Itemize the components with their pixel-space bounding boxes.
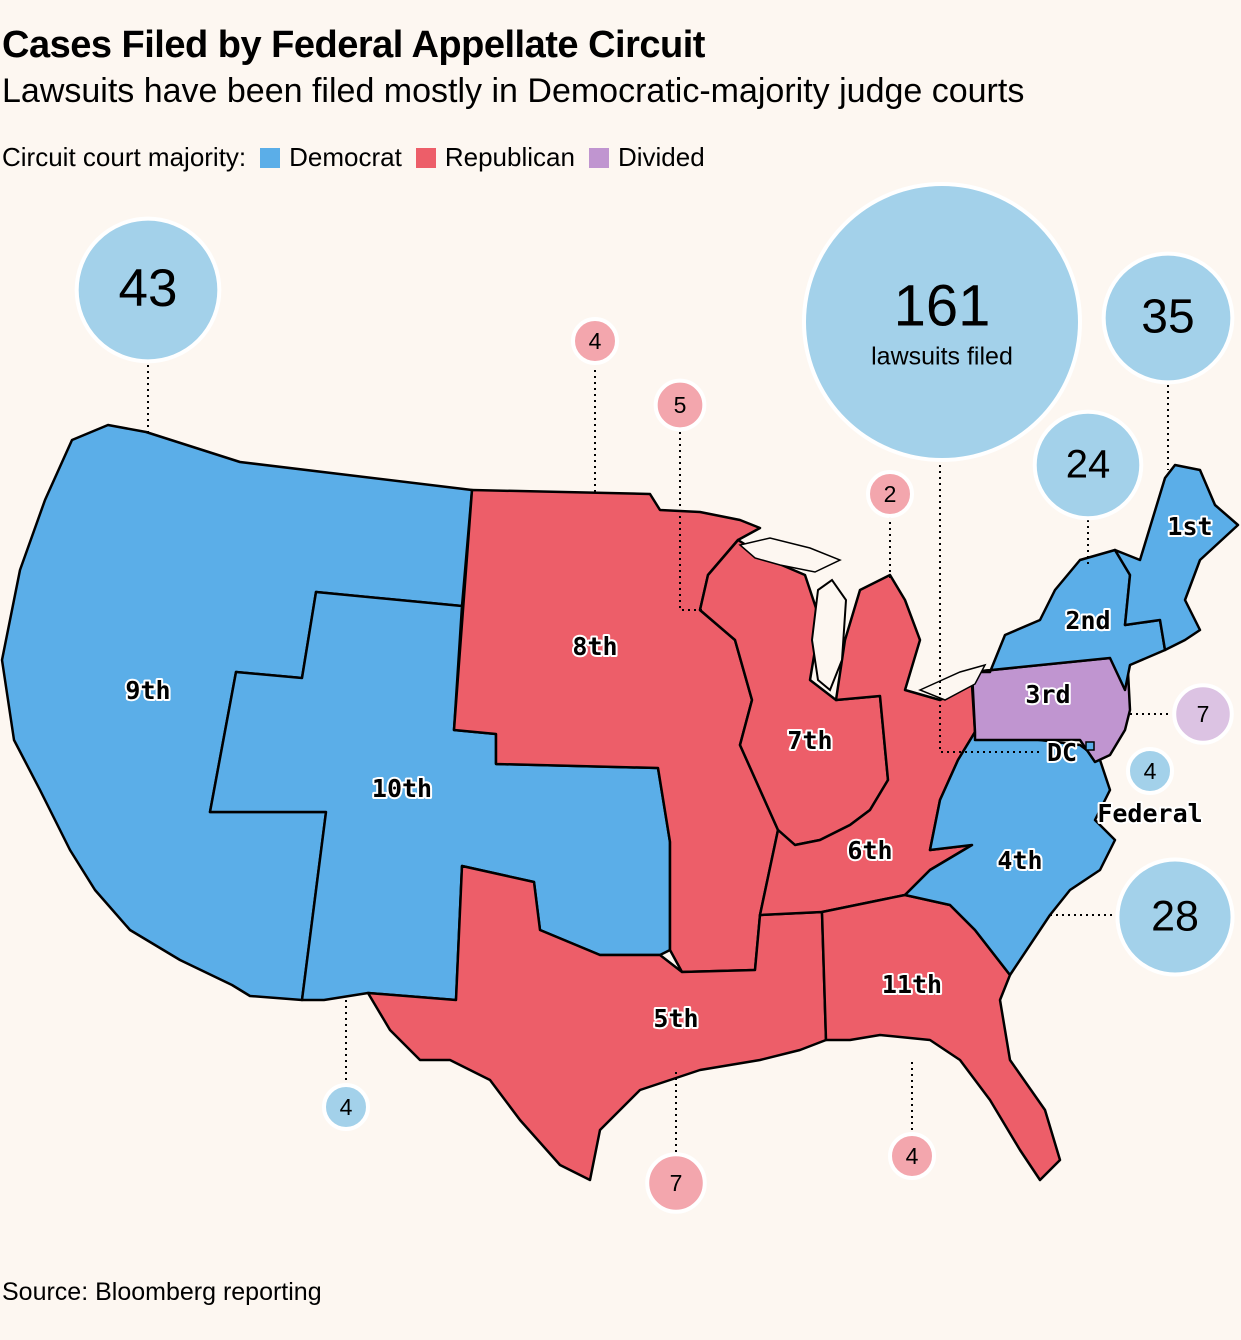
bubble-dc — [802, 182, 1082, 462]
legend-item-label: Republican — [444, 142, 575, 172]
lake-erie — [918, 663, 987, 701]
bubble-9th — [74, 216, 222, 364]
legend-swatch-democrat — [260, 147, 281, 168]
bubble-value-1st: 35 — [1141, 291, 1194, 344]
circuit-label-4th: 4th — [997, 846, 1042, 875]
circuit-label-10th: 10th — [372, 774, 432, 803]
dc-district-marker — [1085, 741, 1095, 751]
circuit-label-9th: 9th — [125, 676, 170, 705]
lake-michigan — [810, 578, 848, 692]
bubble-10th — [322, 1083, 370, 1131]
leader-lines — [147, 365, 1172, 1155]
legend-item-label: Democrat — [289, 142, 402, 172]
bubble-1st — [1101, 251, 1235, 385]
bubble-value-9th: 43 — [119, 259, 178, 318]
bubble-value-4th: 28 — [1151, 892, 1199, 940]
bubble-value-2nd: 24 — [1066, 443, 1111, 487]
legend-label: Circuit court majority: — [2, 142, 247, 172]
legend-item-democrat: Democrat — [260, 142, 402, 173]
legend-swatch-republican — [415, 147, 436, 168]
bubble-8th — [571, 317, 619, 365]
bubble-11th — [888, 1132, 936, 1180]
bubble-3rd — [1172, 683, 1234, 745]
bubble-value-10th: 4 — [340, 1094, 353, 1120]
circuit-label-7th: 7th — [787, 726, 832, 755]
lake-superior — [738, 537, 842, 573]
circuit-label-3rd: 3rd — [1025, 680, 1070, 709]
legend: Circuit court majority: Democrat Republi… — [2, 142, 705, 173]
bubble-value-federal: 4 — [1144, 758, 1157, 784]
bubble-7th — [653, 378, 707, 432]
bubble-value-5th: 7 — [670, 1170, 683, 1196]
circuit-label-5th: 5th — [653, 1004, 698, 1033]
bubble-4th — [1115, 857, 1235, 977]
region-5th — [366, 864, 828, 1182]
bubble-value-dc: 161 — [894, 273, 991, 338]
bubble-5th — [645, 1152, 707, 1214]
bubble-value-6th: 2 — [884, 481, 897, 507]
legend-item-label: Divided — [617, 142, 705, 172]
leader-7th — [679, 432, 703, 611]
legend-item-republican: Republican — [415, 142, 575, 173]
circuit-regions — [0, 423, 1240, 1182]
map-overlay — [738, 537, 1095, 751]
bubble-value-8th: 4 — [589, 328, 602, 354]
circuit-label-federal: Federal — [1097, 799, 1202, 828]
legend-item-divided: Divided — [588, 142, 705, 173]
bubble-federal — [1126, 747, 1174, 795]
region-4th — [903, 730, 1117, 977]
circuit-labels: 1st 2nd 3rd 4th 5th 6th 7th 8th 9th 10th 11th DC Fed… — [123, 510, 1214, 1035]
bubble-value-3rd: 7 — [1197, 701, 1210, 727]
bubble-value-11th: 4 — [906, 1143, 919, 1169]
bubble-caption: lawsuits filed — [871, 343, 1013, 371]
legend-swatch-divided — [588, 147, 609, 168]
circuit-label-11th: 11th — [882, 970, 942, 999]
circuit-label-2nd: 2nd — [1065, 606, 1110, 635]
bubble-2nd — [1032, 409, 1144, 521]
chart-subtitle: Lawsuits have been filed mostly in Democ… — [2, 72, 1025, 110]
bubble-value-7th: 5 — [674, 392, 687, 418]
circuit-label-1st: 1st — [1167, 512, 1212, 541]
bubble-6th — [866, 470, 914, 518]
circuit-label-6th: 6th — [847, 836, 892, 865]
lawsuit-bubbles: 35 24 7 28 7 2 5 4 43 4 4 161 lawsuits filed 4 — [74, 182, 1235, 1214]
circuit-label-dc: DC — [1047, 738, 1077, 767]
source-note: Source: Bloomberg reporting — [2, 1278, 322, 1306]
region-1st — [1113, 463, 1240, 652]
circuit-label-8th: 8th — [572, 632, 617, 661]
chart-title: Cases Filed by Federal Appellate Circuit — [2, 24, 705, 66]
